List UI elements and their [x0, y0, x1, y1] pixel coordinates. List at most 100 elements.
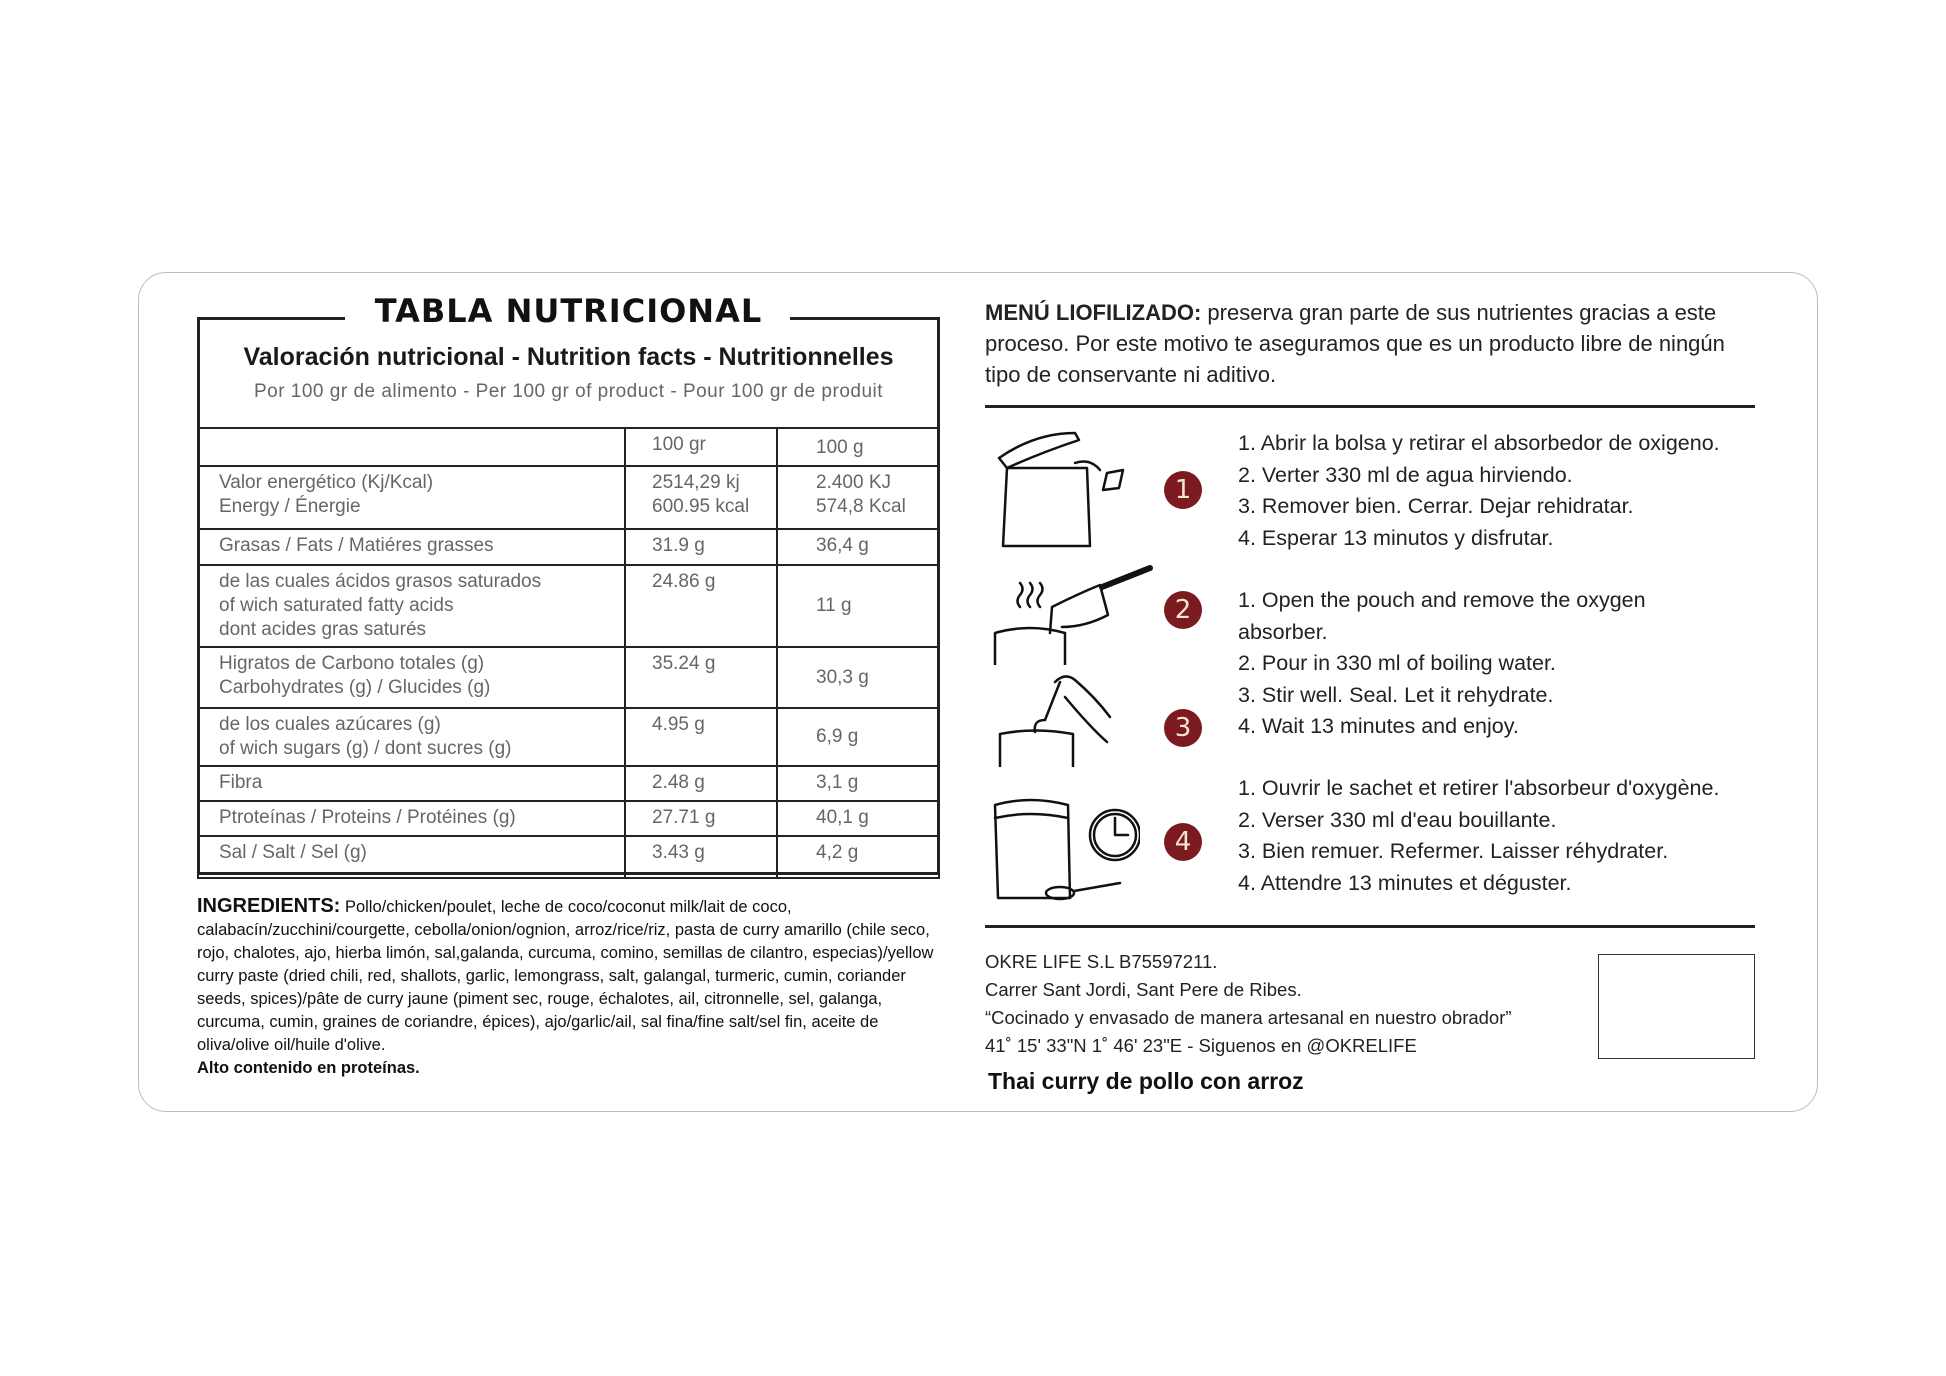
- cell-line: Fibra: [219, 772, 263, 793]
- column-header: [197, 427, 626, 467]
- nutrient-label: de los cuales azúcares (g) of wich sugars…: [197, 707, 626, 767]
- cell-line: dont acides gras saturés: [219, 619, 427, 640]
- nutrient-value: 30,3 g: [776, 646, 940, 709]
- cell-line: 3,1 g: [816, 772, 859, 793]
- cell-line: 30,3 g: [816, 666, 869, 688]
- cell-line: Grasas / Fats / Matiéres grasses: [219, 535, 494, 556]
- label-card: [138, 272, 1818, 1112]
- steps-fr: 1. Ouvrir le sachet et retirer l'absorbe…: [1238, 773, 1758, 899]
- step-text: 3. Stir well. Seal. Let it rehydrate.: [1238, 682, 1554, 707]
- nutrient-value: 3,1 g: [776, 765, 940, 802]
- divider: [985, 405, 1755, 408]
- cell-line: Sal / Salt / Sel (g): [219, 842, 367, 863]
- column-header: 100 gr: [624, 427, 778, 467]
- cell-line: of wich sugars (g) / dont sucres (g): [219, 738, 512, 759]
- lot-stamp-box: [1598, 954, 1755, 1059]
- divider: [790, 317, 940, 320]
- step-text: 1. Open the pouch and remove the oxygen …: [1238, 588, 1646, 644]
- per-100g-note: Por 100 gr de alimento - Per 100 gr of p…: [253, 381, 884, 402]
- table-row: Higratos de Carbono totales (g) Carbohydr…: [197, 646, 940, 709]
- table-row: Valor energético (Kj/Kcal) Energy / Énerg…: [197, 465, 940, 530]
- cell-line: 24.86 g: [652, 571, 716, 592]
- cell-line: de las cuales ácidos grasos saturados: [219, 571, 542, 592]
- table-header-row: 100 gr 100 g: [197, 427, 940, 467]
- step-text: 3. Remover bien. Cerrar. Dejar rehidrata…: [1238, 494, 1634, 518]
- step-text: 4. Wait 13 minutes and enjoy.: [1238, 714, 1519, 738]
- cell-line: 6,9 g: [816, 726, 859, 747]
- step-text: 1. Abrir la bolsa y retirar el absorbedo…: [1238, 431, 1720, 455]
- step-text: 2. Verser 330 ml d'eau bouillante.: [1238, 807, 1557, 832]
- cell-line: Valor energético (Kj/Kcal): [219, 472, 434, 493]
- divider: [197, 317, 345, 320]
- nutrient-value: 31.9 g: [624, 528, 778, 566]
- cell-line: 11 g: [816, 595, 852, 616]
- nutrient-value: 2514,29 kj 600.95 kcal: [624, 465, 778, 530]
- intro: MENÚ LIOFILIZADO: preserva gran parte de…: [985, 297, 1755, 390]
- table-row: Ptroteínas / Proteins / Protéines (g) 27.…: [197, 800, 940, 837]
- nutrition-table: 100 gr 100 g Valor energético (Kj/Kcal) Ene…: [197, 427, 940, 879]
- cell-line: 2514,29 kj: [652, 472, 740, 493]
- cell-line: 574,8 Kcal: [816, 496, 906, 517]
- step-text: 2. Verter 330 ml de agua hirviendo.: [1238, 462, 1573, 487]
- nutrient-value: 6,9 g: [776, 707, 940, 767]
- nutrient-value: 36,4 g: [776, 528, 940, 566]
- pour-water-icon: [993, 565, 1153, 665]
- nutrient-value: 4,2 g: [776, 835, 940, 879]
- nutrient-value: 4.95 g: [624, 707, 778, 767]
- nutrient-value: 40,1 g: [776, 800, 940, 837]
- cell-line: 2.48 g: [652, 772, 705, 793]
- step-text: 4. Attendre 13 minutes et déguster.: [1238, 870, 1572, 895]
- nutrient-label: Ptroteínas / Proteins / Protéines (g): [197, 800, 626, 837]
- nutrient-label: de las cuales ácidos grasos saturados of …: [197, 564, 626, 648]
- cell-line: 4,2 g: [816, 842, 859, 863]
- nutrient-value: 35.24 g: [624, 646, 778, 709]
- table-row: Sal / Salt / Sel (g) 3.43 g 4,2 g: [197, 835, 940, 879]
- step-text: 3. Bien remuer. Refermer. Laisser réhydr…: [1238, 839, 1669, 863]
- cell-line: 36,4 g: [816, 535, 869, 556]
- nutrient-label: Higratos de Carbono totales (g) Carbohydr…: [197, 646, 626, 709]
- step-text: 1. Ouvrir le sachet et retirer l'absorbe…: [1238, 776, 1720, 800]
- nutrient-value: 24.86 g: [624, 564, 778, 648]
- product-name: Thai curry de pollo con arroz: [988, 1068, 1304, 1094]
- intro-heading: MENÚ LIOFILIZADO:: [985, 300, 1202, 325]
- cell-line: 4.95 g: [652, 714, 705, 735]
- nutrition-title: TABLA NUTRICIONAL: [374, 292, 763, 330]
- nutrient-label: Sal / Salt / Sel (g): [197, 835, 626, 879]
- cell-line: Higratos de Carbono totales (g): [219, 653, 485, 674]
- cell-line: 31.9 g: [652, 535, 705, 556]
- cell-line: Energy / Énergie: [219, 496, 361, 517]
- divider: [985, 925, 1755, 928]
- nutrient-label: Valor energético (Kj/Kcal) Energy / Énerg…: [197, 465, 626, 530]
- nutrition-subtitle: Valoración nutricional - Nutrition facts…: [243, 343, 894, 371]
- column-header: 100 g: [776, 427, 940, 467]
- cell-line: de los cuales azúcares (g): [219, 714, 441, 735]
- step-number-4: 4: [1164, 823, 1202, 861]
- stir-spoon-icon: [998, 675, 1112, 767]
- nutrient-value: 27.71 g: [624, 800, 778, 837]
- nutrient-value: 2.400 KJ 574,8 Kcal: [776, 465, 940, 530]
- nutrient-value: 3.43 g: [624, 835, 778, 879]
- wait-clock-icon: [993, 798, 1140, 901]
- cell-line: Carbohydrates (g) / Glucides (g): [219, 677, 491, 698]
- nutrient-value: 11 g: [776, 564, 940, 648]
- step-number-2: 2: [1164, 591, 1202, 629]
- nutrient-label: Grasas / Fats / Matiéres grasses: [197, 528, 626, 566]
- cell-line: 27.71 g: [652, 807, 716, 828]
- intro-text: preserva gran parte de sus nutrientes gr…: [985, 300, 1725, 387]
- cell-line: 3.43 g: [652, 842, 705, 863]
- cell-line: 35.24 g: [652, 653, 716, 674]
- coordinates-social: 41˚ 15' 33"N 1˚ 46' 23"E - Siguenos en @…: [985, 1035, 1417, 1056]
- company-tagline: “Cocinado y envasado de manera artesanal…: [985, 1007, 1512, 1028]
- cell-line: 600.95 kcal: [652, 496, 750, 517]
- cell-line: Ptroteínas / Proteins / Protéines (g): [219, 807, 516, 828]
- ingredients: INGREDIENTS: Pollo/chicken/poulet, leche…: [197, 895, 937, 1080]
- ingredients-text: Pollo/chicken/poulet, leche de coco/coco…: [197, 898, 934, 1054]
- company-address: Carrer Sant Jordi, Sant Pere de Ribes.: [985, 979, 1302, 1000]
- open-pouch-icon: [997, 431, 1125, 548]
- step-text: 2. Pour in 330 ml of boiling water.: [1238, 651, 1556, 675]
- protein-claim: Alto contenido en proteínas.: [197, 1059, 420, 1077]
- nutrient-label: Fibra: [197, 765, 626, 802]
- table-row: Grasas / Fats / Matiéres grasses 31.9 g 36…: [197, 528, 940, 566]
- table-row: de los cuales azúcares (g) of wich sugars…: [197, 707, 940, 767]
- steps-es: 1. Abrir la bolsa y retirar el absorbedo…: [1238, 428, 1758, 554]
